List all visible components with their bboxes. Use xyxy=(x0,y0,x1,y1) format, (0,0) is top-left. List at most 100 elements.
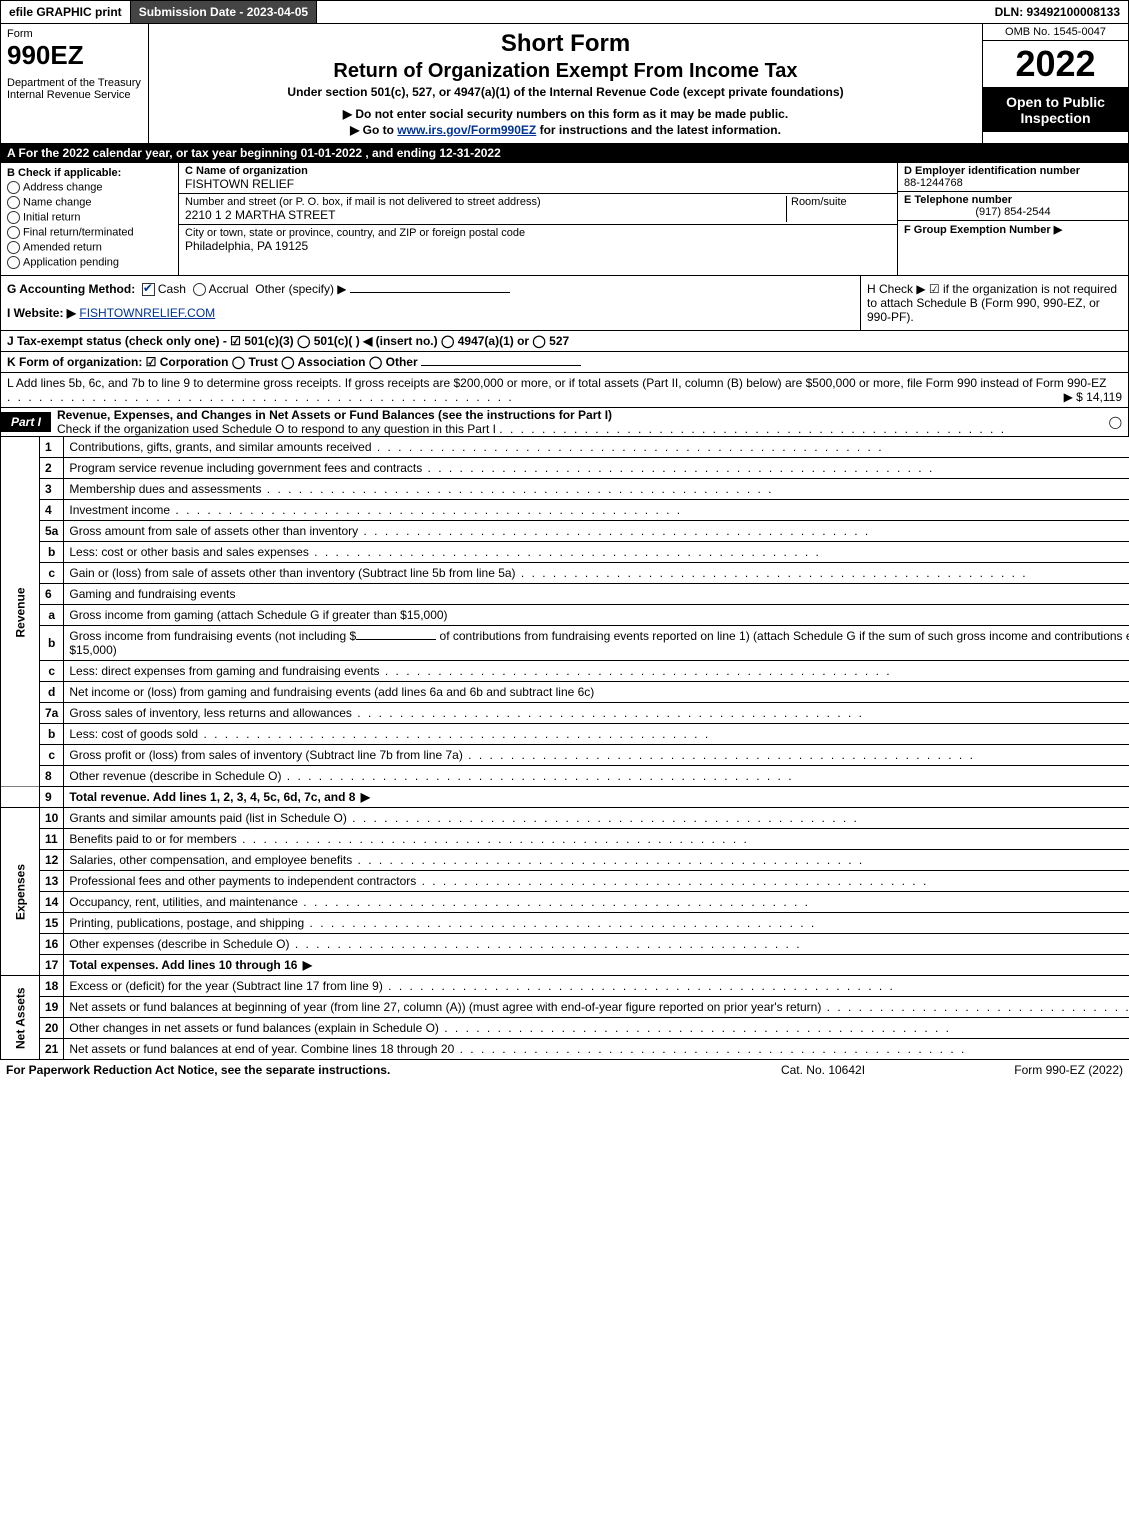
l5b-num: b xyxy=(40,542,64,563)
l16-desc: Other expenses (describe in Schedule O) xyxy=(64,934,1129,955)
l7c-num: c xyxy=(40,745,64,766)
l9-desc: Total revenue. Add lines 1, 2, 3, 4, 5c,… xyxy=(64,787,1129,808)
l14-desc: Occupancy, rent, utilities, and maintena… xyxy=(64,892,1129,913)
l19-num: 19 xyxy=(40,997,64,1018)
title-return: Return of Organization Exempt From Incom… xyxy=(157,60,974,83)
l1-num: 1 xyxy=(40,437,64,458)
l5b-desc: Less: cost or other basis and sales expe… xyxy=(64,542,1129,563)
section-b: B Check if applicable: Address change Na… xyxy=(1,163,179,275)
l15-desc: Printing, publications, postage, and shi… xyxy=(64,913,1129,934)
website-link[interactable]: FISHTOWNRELIEF.COM xyxy=(79,306,215,320)
chk-name-change[interactable]: Name change xyxy=(7,196,172,209)
header-left: Form 990EZ Department of the Treasury In… xyxy=(1,24,149,143)
l13-desc: Professional fees and other payments to … xyxy=(64,871,1129,892)
row-l: L Add lines 5b, 6c, and 7b to line 9 to … xyxy=(0,373,1129,408)
l18-num: 18 xyxy=(40,976,64,997)
chk-cash[interactable] xyxy=(142,283,155,296)
org-name: FISHTOWN RELIEF xyxy=(185,177,891,191)
l5a-desc: Gross amount from sale of assets other t… xyxy=(64,521,1129,542)
l1-desc: Contributions, gifts, grants, and simila… xyxy=(64,437,1129,458)
c-street-label: Number and street (or P. O. box, if mail… xyxy=(185,196,786,208)
l11-num: 11 xyxy=(40,829,64,850)
l15-num: 15 xyxy=(40,913,64,934)
g-label: G Accounting Method: xyxy=(7,282,135,296)
l20-num: 20 xyxy=(40,1018,64,1039)
part1-label: Part I xyxy=(1,412,51,432)
org-city: Philadelphia, PA 19125 xyxy=(185,239,891,253)
l7b-desc: Less: cost of goods sold xyxy=(64,724,1129,745)
l18-desc: Excess or (deficit) for the year (Subtra… xyxy=(64,976,1129,997)
side-empty xyxy=(1,787,40,808)
l6a-num: a xyxy=(40,605,64,626)
ein: 88-1244768 xyxy=(904,177,1122,189)
l10-desc: Grants and similar amounts paid (list in… xyxy=(64,808,1129,829)
note-ssn: ▶ Do not enter social security numbers o… xyxy=(157,107,974,121)
footer-center: Cat. No. 10642I xyxy=(723,1063,923,1077)
l5a-num: 5a xyxy=(40,521,64,542)
open-public: Open to Public Inspection xyxy=(983,88,1128,132)
part1-checkbox[interactable]: ◯ xyxy=(1109,415,1128,429)
l9-num: 9 xyxy=(40,787,64,808)
room-suite-label: Room/suite xyxy=(786,196,891,222)
l4-desc: Investment income xyxy=(64,500,1129,521)
l6b-num: b xyxy=(40,626,64,661)
tax-year: 2022 xyxy=(983,41,1128,88)
c-name-label: C Name of organization xyxy=(185,165,891,177)
l-amount: ▶ $ 14,119 xyxy=(1064,390,1122,404)
header-center: Short Form Return of Organization Exempt… xyxy=(149,24,983,143)
l16-num: 16 xyxy=(40,934,64,955)
l7a-desc: Gross sales of inventory, less returns a… xyxy=(64,703,1129,724)
footer: For Paperwork Reduction Act Notice, see … xyxy=(0,1060,1129,1080)
l6-num: 6 xyxy=(40,584,64,605)
l21-num: 21 xyxy=(40,1039,64,1060)
phone: (917) 854-2544 xyxy=(904,206,1122,218)
l7a-num: 7a xyxy=(40,703,64,724)
g-other: Other (specify) ▶ xyxy=(255,282,346,296)
header-block: Form 990EZ Department of the Treasury In… xyxy=(0,24,1129,144)
l2-num: 2 xyxy=(40,458,64,479)
chk-initial-return[interactable]: Initial return xyxy=(7,211,172,224)
section-c: C Name of organization FISHTOWN RELIEF N… xyxy=(179,163,897,275)
l5c-desc: Gain or (loss) from sale of assets other… xyxy=(64,563,1129,584)
chk-amended-return[interactable]: Amended return xyxy=(7,241,172,254)
l13-num: 13 xyxy=(40,871,64,892)
irs-link[interactable]: www.irs.gov/Form990EZ xyxy=(397,123,536,137)
l20-desc: Other changes in net assets or fund bala… xyxy=(64,1018,1129,1039)
l5c-num: c xyxy=(40,563,64,584)
lines-table: Revenue 1 Contributions, gifts, grants, … xyxy=(0,437,1129,1060)
part1-title: Revenue, Expenses, and Changes in Net As… xyxy=(57,408,612,422)
footer-right: Form 990-EZ (2022) xyxy=(923,1063,1123,1077)
form-label: Form xyxy=(7,28,142,40)
chk-application-pending[interactable]: Application pending xyxy=(7,256,172,269)
footer-left: For Paperwork Reduction Act Notice, see … xyxy=(6,1063,723,1077)
l4-num: 4 xyxy=(40,500,64,521)
top-bar: efile GRAPHIC print Submission Date - 20… xyxy=(0,0,1129,24)
l10-num: 10 xyxy=(40,808,64,829)
note2-pre: ▶ Go to xyxy=(350,123,397,137)
note-link: ▶ Go to www.irs.gov/Form990EZ for instru… xyxy=(157,123,974,137)
efile-print-button[interactable]: efile GRAPHIC print xyxy=(1,1,131,23)
row-j: J Tax-exempt status (check only one) - ☑… xyxy=(0,331,1129,352)
form-number: 990EZ xyxy=(7,40,142,71)
l-text: L Add lines 5b, 6c, and 7b to line 9 to … xyxy=(7,376,1106,390)
chk-final-return[interactable]: Final return/terminated xyxy=(7,226,172,239)
l8-num: 8 xyxy=(40,766,64,787)
l8-desc: Other revenue (describe in Schedule O) xyxy=(64,766,1129,787)
under-section: Under section 501(c), 527, or 4947(a)(1)… xyxy=(157,85,974,99)
section-def: D Employer identification number 88-1244… xyxy=(897,163,1128,275)
chk-address-change[interactable]: Address change xyxy=(7,181,172,194)
side-expenses: Expenses xyxy=(1,808,40,976)
l2-desc: Program service revenue including govern… xyxy=(64,458,1129,479)
gh-block: G Accounting Method: Cash Accrual Other … xyxy=(0,276,1129,331)
part1-check-text: Check if the organization used Schedule … xyxy=(57,422,496,436)
chk-accrual[interactable] xyxy=(193,283,206,296)
l21-desc: Net assets or fund balances at end of ye… xyxy=(64,1039,1129,1060)
info-block: B Check if applicable: Address change Na… xyxy=(0,163,1129,276)
submission-date: Submission Date - 2023-04-05 xyxy=(131,1,317,23)
l7b-num: b xyxy=(40,724,64,745)
l6d-desc: Net income or (loss) from gaming and fun… xyxy=(64,682,1129,703)
e-label: E Telephone number xyxy=(904,194,1122,206)
l19-desc: Net assets or fund balances at beginning… xyxy=(64,997,1129,1018)
l6d-num: d xyxy=(40,682,64,703)
l14-num: 14 xyxy=(40,892,64,913)
